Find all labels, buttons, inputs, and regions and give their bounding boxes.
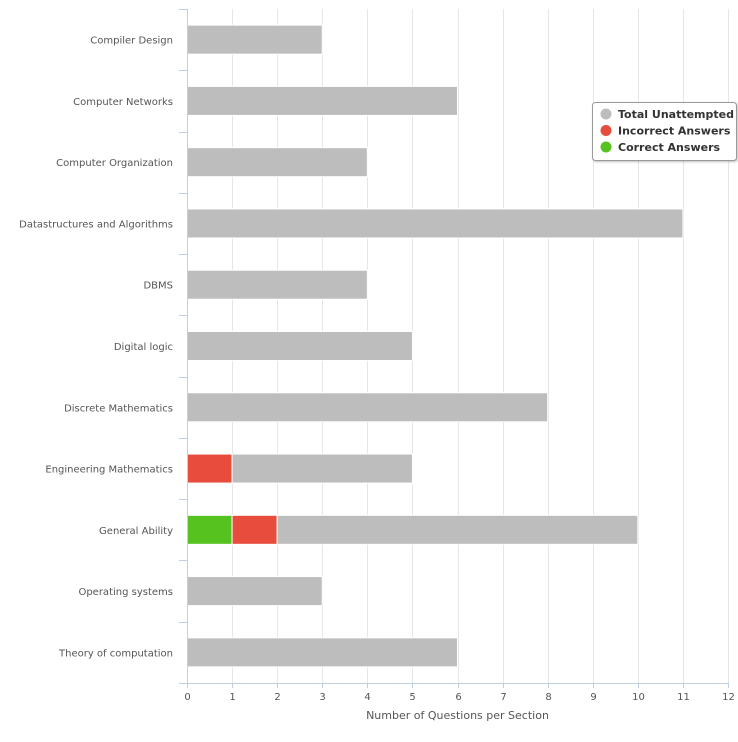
- x-tick-label: 9: [590, 692, 596, 703]
- category-labels: Compiler Design Computer Networks Computer…: [19, 9, 187, 684]
- bar-segment-total-unattempted[interactable]: [186, 637, 458, 668]
- bar-segment-total-unattempted[interactable]: [186, 24, 323, 55]
- legend-items: Total Unattempted Incorrect Answers Correc…: [600, 108, 734, 154]
- x-tick-label: 7: [500, 692, 506, 703]
- category-label: Engineering Mathematics: [45, 465, 173, 476]
- legend[interactable]: Total Unattempted Incorrect Answers Correc…: [592, 102, 737, 161]
- legend-label[interactable]: Correct Answers: [618, 141, 720, 154]
- bar-segment-total-unattempted[interactable]: [231, 453, 413, 484]
- x-tick-label: 10: [632, 692, 645, 703]
- bar-segment-total-unattempted[interactable]: [276, 514, 639, 545]
- bar-segment-total-unattempted[interactable]: [186, 269, 368, 300]
- category-label: Discrete Mathematics: [64, 403, 173, 414]
- category-label: Compiler Design: [90, 36, 173, 47]
- bar-segment-incorrect-answers[interactable]: [231, 514, 278, 545]
- legend-marker: [600, 108, 612, 120]
- category-label: DBMS: [143, 281, 173, 292]
- category-label: Computer Organization: [56, 158, 173, 169]
- x-tick-label: 3: [319, 692, 325, 703]
- bar-segment-total-unattempted[interactable]: [186, 331, 413, 361]
- category-label: General Ability: [99, 526, 173, 537]
- x-tick-label: 4: [364, 692, 370, 703]
- bars: [186, 24, 684, 668]
- x-axis-title: Number of Questions per Section: [366, 709, 549, 722]
- x-tick-labels: 0 1 2 3 4 5 6 7 8 9 10 11 12: [184, 683, 735, 703]
- bar-segment-incorrect-answers[interactable]: [186, 453, 233, 484]
- bar-segment-total-unattempted[interactable]: [186, 85, 458, 116]
- x-tick-label: 6: [455, 692, 461, 703]
- x-tick-label: 11: [677, 692, 690, 703]
- x-tick-label: 12: [722, 692, 735, 703]
- x-tick-label: 8: [545, 692, 551, 703]
- legend-label[interactable]: Total Unattempted: [618, 108, 734, 121]
- bar-segment-total-unattempted[interactable]: [186, 576, 323, 607]
- bar-segment-correct-answers[interactable]: [186, 514, 233, 545]
- legend-marker: [600, 125, 612, 136]
- category-label: Operating systems: [78, 587, 173, 598]
- legend-label[interactable]: Incorrect Answers: [618, 125, 731, 138]
- legend-box: [592, 102, 737, 161]
- x-tick-label: 2: [274, 692, 280, 703]
- category-label: Computer Networks: [73, 97, 173, 108]
- x-tick-label: 0: [184, 692, 190, 703]
- bar-segment-total-unattempted[interactable]: [186, 208, 684, 239]
- category-label: Digital logic: [114, 342, 173, 353]
- x-tick-label: 1: [229, 692, 235, 703]
- category-label: Theory of computation: [58, 648, 173, 659]
- bar-segment-total-unattempted[interactable]: [186, 392, 549, 423]
- legend-marker: [600, 141, 612, 153]
- category-label: Datastructures and Algorithms: [19, 219, 173, 230]
- bar-segment-total-unattempted[interactable]: [186, 147, 368, 178]
- x-tick-label: 5: [409, 692, 415, 703]
